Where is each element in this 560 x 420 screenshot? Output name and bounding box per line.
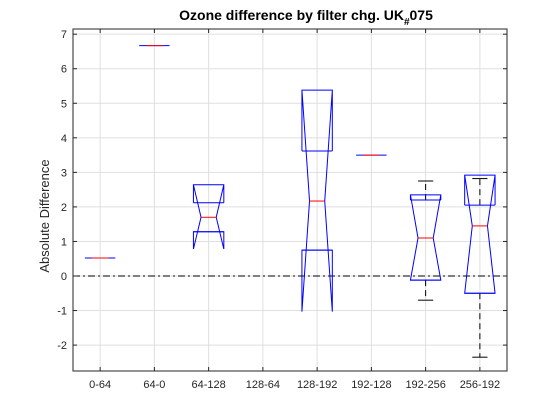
y-tick-label: 3 xyxy=(61,167,67,179)
y-tick-label: ‐1 xyxy=(57,306,67,318)
y-tick-label: 4 xyxy=(61,133,67,145)
y-tick-label: 5 xyxy=(61,98,67,110)
x-tick-label: 256-192 xyxy=(460,379,500,391)
y-tick-label: 7 xyxy=(61,29,67,41)
x-tick-label: 64-128 xyxy=(191,379,225,391)
y-axis-label: Absolute Difference xyxy=(37,159,52,272)
grid xyxy=(73,29,507,371)
box-256-192 xyxy=(464,174,496,358)
x-tick-label: 0-64 xyxy=(89,379,111,391)
plot-frame xyxy=(72,28,508,372)
box-128-192 xyxy=(301,89,333,312)
y-tick-label: 2 xyxy=(61,202,67,214)
x-tick-label: 192-256 xyxy=(405,379,445,391)
x-ticks: 0-64 64-0 64-128 128-64 128-192 192-128 192-25… xyxy=(89,29,500,391)
y-tick-label: ‐2 xyxy=(57,340,67,352)
x-tick-label: 128-192 xyxy=(297,379,337,391)
chart-title-subscript: # xyxy=(404,17,410,28)
x-tick-label: 192-128 xyxy=(351,379,391,391)
x-tick-label: 128-64 xyxy=(246,379,280,391)
box-64-128 xyxy=(192,184,225,250)
y-tick-label: 1 xyxy=(61,236,67,248)
x-tick-label: 64-0 xyxy=(143,379,165,391)
y-tick-label: 0 xyxy=(61,271,67,283)
chart-title-suffix: 075 xyxy=(410,7,434,23)
y-ticks: ‐2 ‐1 0 1 2 3 4 5 6 7 xyxy=(57,29,507,352)
boxes xyxy=(84,45,496,358)
y-tick-label: 6 xyxy=(61,64,67,76)
chart-title: Ozone difference by filter chg. UK#075 xyxy=(179,7,433,28)
box-192-256 xyxy=(409,180,442,301)
